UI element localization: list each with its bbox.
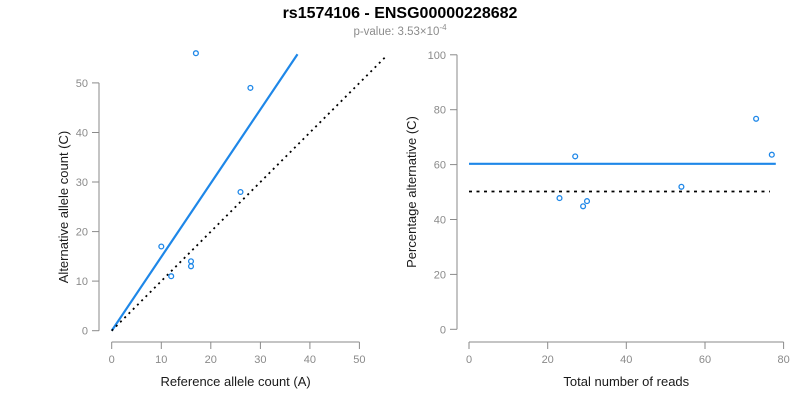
x-tick-label: 40 xyxy=(620,354,632,366)
data-point xyxy=(678,183,685,190)
left-panel-y-axis-title: Alternative allele count (C) xyxy=(56,131,71,283)
y-tick-label: 10 xyxy=(76,276,88,288)
y-tick-label: 0 xyxy=(82,326,88,338)
pvalue-text: p-value: 3.53×10 xyxy=(353,26,440,38)
y-tick-label: 30 xyxy=(76,177,88,189)
data-point xyxy=(187,263,195,270)
y-tick-label: 80 xyxy=(434,105,446,117)
y-tick-label: 40 xyxy=(76,128,88,140)
identity-line xyxy=(111,54,388,332)
fitted-allelic-ratio-line xyxy=(110,53,299,332)
data-point xyxy=(572,153,579,160)
data-point xyxy=(580,203,587,210)
data-point xyxy=(768,151,775,158)
right-panel-x-axis-title: Total number of reads xyxy=(563,374,689,389)
x-tick-label: 0 xyxy=(466,354,472,366)
x-tick-label: 20 xyxy=(542,354,554,366)
y-tick-label: 50 xyxy=(76,78,88,90)
data-point xyxy=(753,115,760,122)
data-point xyxy=(187,258,195,265)
x-tick-label: 50 xyxy=(353,354,365,366)
y-tick-label: 20 xyxy=(76,227,88,239)
data-point xyxy=(168,273,175,280)
left-panel-x-axis-title: Reference allele count (A) xyxy=(160,374,310,389)
x-tick-label: 30 xyxy=(254,354,266,366)
x-tick-label: 20 xyxy=(205,354,217,366)
right-scatter-panel: 0 20 40 60 80 100 0 20 40 60 80 xyxy=(428,50,790,366)
x-tick-label: 10 xyxy=(155,354,167,366)
pvalue-exponent: -4 xyxy=(439,23,447,33)
data-point xyxy=(556,195,563,202)
x-tick-label: 80 xyxy=(777,354,789,366)
y-tick-label: 40 xyxy=(434,215,446,227)
x-tick-label: 40 xyxy=(304,354,316,366)
y-tick-label: 20 xyxy=(434,269,446,281)
y-tick-label: 60 xyxy=(434,160,446,172)
figure-title: rs1574106 - ENSG00000228682 xyxy=(282,5,518,22)
right-panel-y-axis-title: Percentage alternative (C) xyxy=(404,116,419,268)
data-point xyxy=(583,198,591,205)
left-scatter-panel: 0 10 20 30 40 50 0 10 20 30 40 50 xyxy=(76,50,388,366)
y-tick-label: 0 xyxy=(440,324,446,336)
figure-subtitle: p-value: 3.53×10-4 xyxy=(0,23,800,38)
data-point xyxy=(237,188,244,196)
data-point xyxy=(158,243,165,250)
data-point xyxy=(247,84,254,91)
y-tick-label: 100 xyxy=(428,50,446,62)
x-tick-label: 0 xyxy=(109,354,115,366)
data-point xyxy=(192,50,199,57)
x-tick-label: 60 xyxy=(699,354,711,366)
